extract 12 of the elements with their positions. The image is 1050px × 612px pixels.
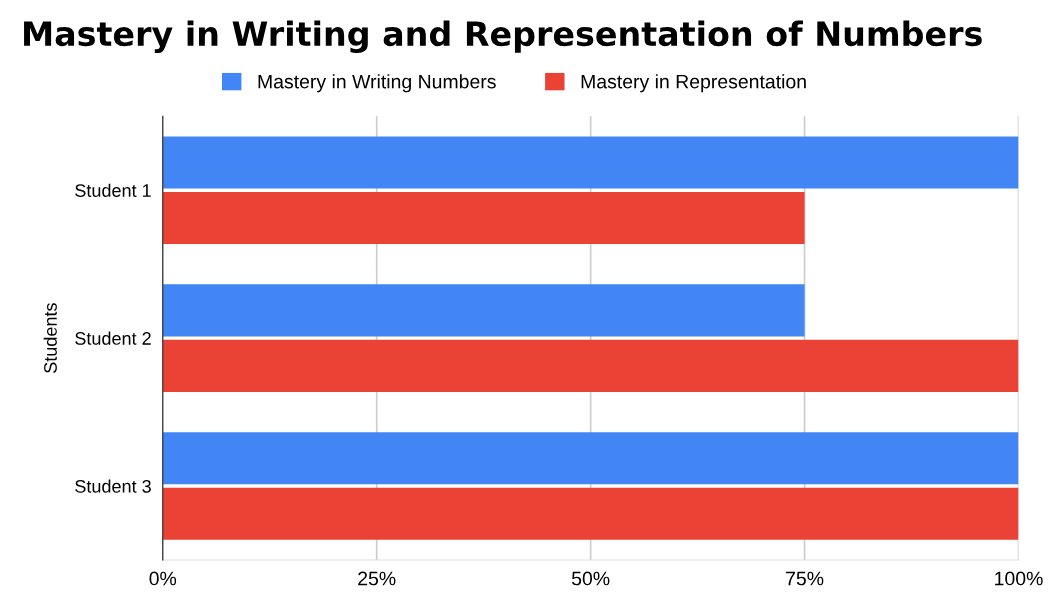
y-tick-label: Student 1 — [75, 183, 151, 197]
legend-label: Mastery in Writing Numbers — [258, 74, 496, 93]
x-tick-label: 100% — [995, 571, 1043, 586]
x-tick-label: 75% — [786, 571, 824, 586]
y-tick-label: Student 3 — [75, 479, 151, 493]
y-axis-title: Students — [43, 303, 57, 373]
chart-title: Mastery in Writing and Representation of Numbers — [24, 20, 982, 53]
x-tick-label: 25% — [358, 571, 396, 586]
x-tick-label: 50% — [571, 571, 610, 586]
legend-label: Mastery in Representation — [581, 74, 806, 93]
y-tick-label: Student 2 — [75, 331, 151, 345]
x-tick-label: 0% — [149, 571, 177, 586]
